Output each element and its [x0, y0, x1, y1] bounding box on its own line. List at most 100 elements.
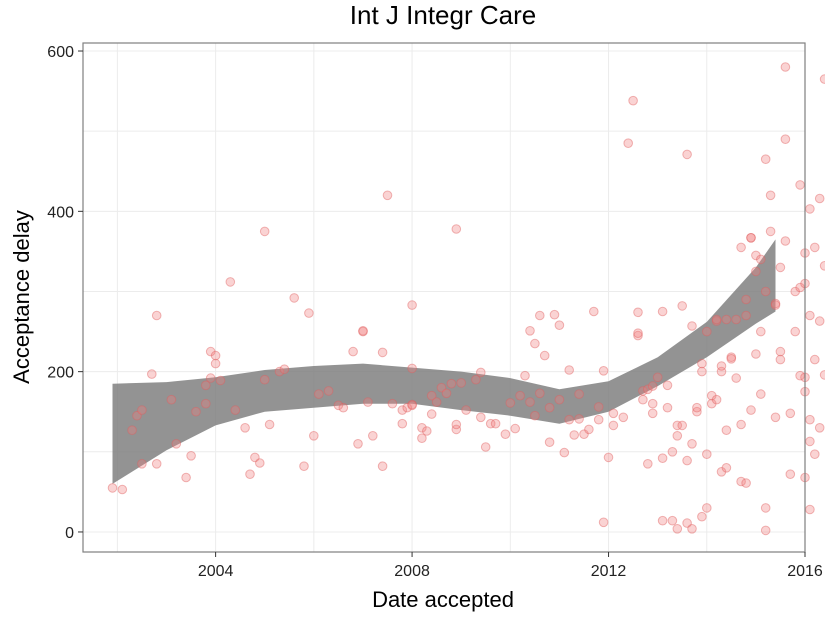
data-point — [407, 300, 417, 310]
data-point — [407, 399, 417, 410]
data-point — [692, 406, 702, 417]
data-point — [593, 402, 604, 412]
data-point — [702, 326, 712, 337]
data-point — [706, 390, 717, 401]
data-point — [539, 350, 550, 361]
data-point — [647, 398, 658, 409]
data-point — [810, 449, 820, 460]
data-point — [819, 370, 825, 380]
data-point — [682, 518, 692, 528]
data-point — [382, 190, 393, 201]
data-point — [741, 478, 751, 488]
data-point — [451, 224, 462, 234]
data-point — [377, 347, 388, 358]
data-point — [476, 412, 486, 423]
data-point — [741, 310, 751, 321]
data-point — [205, 346, 216, 357]
data-point — [559, 447, 570, 458]
data-point — [426, 390, 437, 401]
data-point — [687, 439, 697, 449]
x-tick-label: 2008 — [394, 563, 430, 580]
data-point — [461, 405, 471, 415]
data-point — [314, 389, 324, 399]
data-point — [564, 365, 575, 375]
data-point — [677, 420, 688, 431]
data-point — [215, 375, 226, 386]
data-point — [333, 400, 344, 411]
data-point — [785, 469, 796, 480]
x-tick-label: 2016 — [787, 563, 823, 580]
data-point — [554, 320, 565, 331]
data-point — [431, 397, 442, 407]
data-point — [795, 282, 805, 293]
data-point — [785, 408, 796, 419]
data-point — [353, 439, 363, 449]
data-point — [677, 301, 688, 311]
data-point — [535, 388, 545, 399]
data-point — [476, 367, 486, 378]
data-point — [736, 242, 746, 253]
data-point — [716, 467, 727, 477]
data-point — [751, 250, 761, 261]
data-point — [726, 352, 737, 363]
data-point — [407, 363, 417, 374]
data-point — [687, 524, 697, 534]
data-point — [132, 410, 142, 421]
data-point — [819, 74, 825, 84]
data-point — [657, 515, 668, 526]
y-axis-ticks: 0 200 400 600 — [47, 44, 83, 542]
data-point — [702, 503, 712, 513]
y-tick-label: 200 — [47, 365, 74, 382]
data-point — [721, 463, 732, 473]
data-point — [819, 261, 825, 271]
data-point — [323, 386, 334, 396]
data-point — [225, 277, 236, 287]
data-point — [711, 314, 722, 325]
data-point — [417, 433, 427, 444]
data-point — [716, 361, 727, 371]
data-point — [608, 408, 619, 419]
data-point — [584, 424, 594, 435]
data-point — [760, 154, 771, 164]
data-point — [810, 354, 820, 365]
data-point — [643, 459, 653, 469]
data-point — [662, 380, 673, 391]
data-point — [147, 369, 157, 379]
data-point — [726, 354, 737, 364]
data-point — [471, 374, 481, 385]
data-point — [687, 321, 697, 331]
data-point — [289, 293, 300, 303]
data-point — [441, 388, 452, 399]
data-point — [259, 226, 270, 237]
data-point — [721, 425, 732, 436]
data-point — [814, 423, 825, 433]
data-point — [137, 405, 147, 415]
data-point — [697, 358, 707, 369]
data-point — [422, 426, 432, 436]
data-point — [647, 408, 658, 419]
data-point — [549, 309, 560, 320]
data-point — [780, 134, 791, 144]
data-point — [760, 525, 771, 536]
data-point — [127, 425, 137, 436]
data-point — [338, 402, 349, 413]
data-point — [181, 472, 191, 483]
data-point — [814, 316, 825, 326]
data-point — [250, 452, 260, 463]
data-point — [368, 431, 378, 441]
data-point — [760, 503, 771, 513]
data-point — [363, 397, 373, 407]
data-point — [171, 439, 182, 449]
data-point — [790, 286, 801, 297]
data-point — [598, 517, 609, 528]
data-point — [107, 483, 118, 493]
data-point — [711, 394, 722, 405]
data-point — [672, 524, 683, 534]
data-point — [765, 226, 776, 237]
data-point — [554, 394, 565, 405]
data-point — [201, 398, 211, 409]
data-point — [756, 389, 766, 399]
data-point — [805, 414, 815, 425]
data-point — [254, 458, 265, 468]
data-point — [697, 511, 707, 522]
